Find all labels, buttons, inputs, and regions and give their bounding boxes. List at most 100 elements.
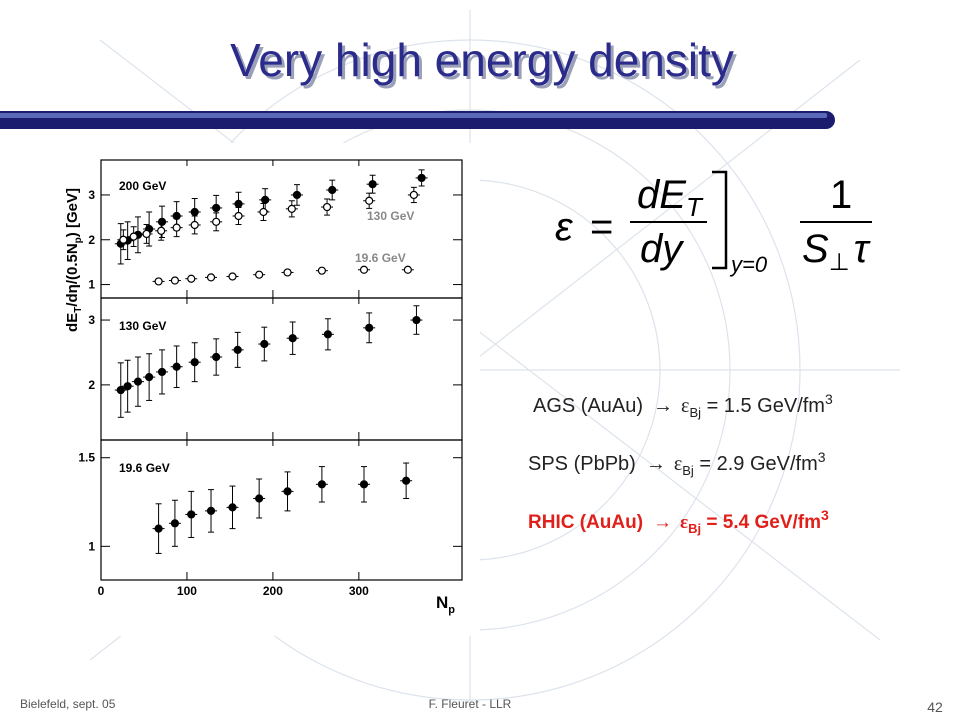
- data-point: [292, 190, 302, 200]
- data-point: [288, 334, 297, 343]
- footer-center: F. Fleuret - LLR: [429, 697, 512, 711]
- y-label-sub: p: [73, 237, 84, 243]
- data-point: [259, 207, 268, 217]
- data-point: [409, 190, 418, 200]
- result-line: SPS (PbPb) → εBj = 2.9 GeV/fm3: [528, 449, 826, 478]
- footer-left: Bielefeld, sept. 05: [20, 697, 116, 711]
- formula-tau: τ: [854, 227, 872, 271]
- data-point: [212, 203, 221, 213]
- series-label: 130 GeV: [119, 319, 166, 333]
- value-sup: 3: [818, 449, 826, 465]
- y-label-text: dE: [64, 313, 81, 332]
- formula-numerator: dET: [637, 173, 704, 222]
- data-point: [317, 480, 326, 489]
- y-tick-label: 3: [88, 313, 95, 327]
- formula-numerator-text: dE: [637, 173, 687, 217]
- symbol: ε: [680, 512, 688, 533]
- system: SPS (PbPb): [528, 453, 636, 475]
- formula-area-text: S: [802, 227, 829, 271]
- y-label-sub: T: [73, 307, 84, 313]
- symbol: ε: [674, 453, 682, 475]
- data-point: [260, 339, 269, 349]
- formula-area: S⊥ τ: [802, 227, 872, 276]
- data-point: [365, 323, 374, 332]
- data-point: [365, 196, 374, 205]
- data-point: [119, 235, 128, 244]
- data-point: [412, 315, 421, 325]
- data-point: [157, 226, 166, 235]
- data-point: [234, 211, 243, 221]
- data-point: [154, 277, 163, 286]
- data-point: [417, 173, 426, 183]
- y-label-text: ) [GeV]: [64, 188, 81, 237]
- arrow: →: [653, 395, 673, 417]
- series-label: 130 GeV: [367, 209, 414, 223]
- y-tick-label: 3: [88, 188, 95, 202]
- data-point: [129, 232, 138, 241]
- symbol-sub: Bj: [688, 521, 701, 536]
- data-point: [212, 352, 221, 362]
- y-axis-label: dET/dη/(0.5Np) [GeV]: [64, 188, 84, 332]
- value-sup: 3: [821, 507, 829, 523]
- formula-numerator-sub: T: [686, 192, 704, 222]
- symbol: ε: [681, 395, 689, 417]
- data-point: [283, 268, 292, 277]
- y-tick-label: 2: [88, 378, 95, 392]
- data-point: [212, 217, 221, 226]
- formula-equals: =: [590, 205, 613, 249]
- panel-frame: [100, 439, 463, 581]
- data-point: [233, 345, 242, 354]
- value-text: = 5.4 GeV/fm: [701, 512, 821, 533]
- data-point: [190, 358, 199, 367]
- data-point: [359, 480, 369, 489]
- data-point: [142, 229, 151, 239]
- data-point: [154, 524, 163, 533]
- data-point: [323, 330, 333, 339]
- bracket: [712, 170, 728, 270]
- result-line: AGS (AuAu) → εBj = 1.5 GeV/fm3: [533, 391, 833, 420]
- data-point: [190, 220, 199, 230]
- data-point: [206, 273, 216, 282]
- data-point: [187, 510, 196, 519]
- data-point: [123, 382, 132, 391]
- data-point: [190, 207, 199, 217]
- data-point: [133, 377, 143, 386]
- y-tick-label: 2: [88, 233, 95, 247]
- x-label-sub: p: [448, 604, 455, 616]
- arrow: →: [646, 453, 666, 475]
- y-tick-label: 1.5: [78, 451, 95, 465]
- data-point: [261, 195, 270, 204]
- formula-condition: y=0: [729, 252, 768, 277]
- title-bar-highlight: [0, 113, 828, 118]
- data-point: [255, 270, 264, 279]
- y-tick-label: 1: [88, 278, 95, 292]
- value-sup: 3: [825, 391, 833, 407]
- data-point: [255, 494, 264, 503]
- data-point: [157, 367, 167, 377]
- data-point: [228, 272, 237, 281]
- data-point: [187, 274, 196, 283]
- series-label: 200 GeV: [119, 179, 166, 193]
- formula-one: 1: [830, 173, 852, 217]
- value-text: = 2.9 GeV/fm: [694, 453, 818, 475]
- data-point: [322, 202, 332, 212]
- x-tick-label: 0: [98, 584, 105, 598]
- data-point: [228, 503, 237, 512]
- data-point: [359, 265, 369, 274]
- x-axis-label: Np: [436, 593, 455, 616]
- data-point: [283, 487, 292, 496]
- symbol-sub: Bj: [682, 463, 694, 478]
- data-point: [206, 506, 216, 515]
- data-point: [172, 223, 181, 232]
- data-point: [328, 185, 337, 195]
- formula-epsilon: ε: [555, 205, 574, 249]
- data-point: [172, 362, 181, 371]
- data-point: [368, 180, 377, 189]
- page-number: 42: [927, 699, 943, 715]
- symbol-sub: Bj: [689, 405, 701, 420]
- series-label: 19.6 GeV: [119, 461, 170, 475]
- data-point: [317, 266, 326, 275]
